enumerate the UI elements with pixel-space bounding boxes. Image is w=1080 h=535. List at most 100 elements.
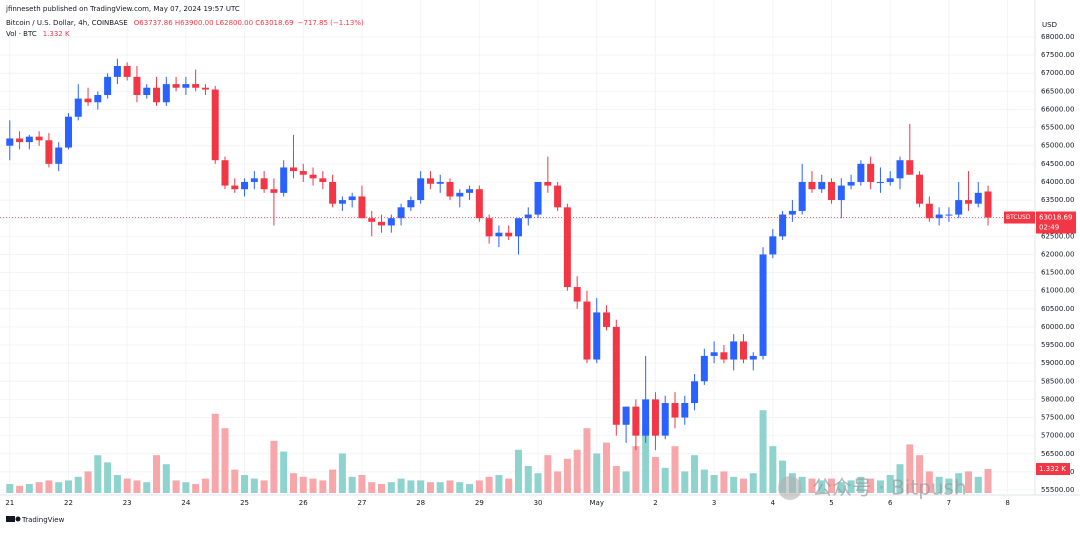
candle-body [378,221,386,226]
candle-body [113,65,121,77]
volume-bar [407,480,415,493]
volume-bar [436,482,444,493]
volume-bar [700,469,708,493]
volume-bar [25,484,33,493]
x-tick-label: 6 [888,499,893,507]
volume-bar [964,471,972,493]
volume-bar [534,473,542,493]
volume-bar [622,471,630,493]
y-tick-label: 57500.00 [1041,414,1074,422]
volume-bar [309,478,317,493]
volume-bar [779,460,787,493]
candle-body [94,94,102,103]
volume-bar [211,413,219,493]
volume-bar [847,480,855,493]
volume-bar [945,478,953,493]
candle-body [857,163,865,182]
candle-body [446,181,454,197]
candle-body [495,232,503,237]
candle-body [945,214,953,216]
x-tick-label: May [589,499,603,507]
candle-body [133,76,141,95]
candle-body [16,138,24,143]
volume-bar [426,482,434,493]
y-tick-label: 60000.00 [1041,323,1074,331]
candle-body [876,181,884,183]
volume-bar [769,446,777,493]
volume-bar [172,480,180,493]
candle-body [64,116,72,148]
volume-bar [818,480,826,493]
volume-bar [661,467,669,493]
volume-bar [35,482,43,493]
volume-bar [485,476,493,493]
ticker-tag-text: BTCUSD [1006,214,1031,221]
candle-body [847,181,855,186]
price-tag [1036,211,1076,234]
candle-body [211,89,219,161]
candle-body [524,214,532,219]
x-tick-label: 29 [475,499,484,507]
candle-body [837,185,845,201]
volume-bar [505,478,513,493]
candle-body [916,174,924,204]
volume-bar [143,482,151,493]
candle-body [720,352,728,360]
candle-body [436,181,444,184]
volume-bar [446,480,454,493]
volume-bar [857,476,865,493]
candle-body [162,84,170,103]
candle-body [84,98,92,103]
x-tick-label: 5 [829,499,833,507]
y-tick-label: 61500.00 [1041,269,1074,277]
x-tick-label: 3 [712,499,716,507]
candle-body [828,181,836,201]
candle-body [172,84,180,88]
y-tick-label: 66000.00 [1041,105,1074,113]
volume-bar [974,476,982,493]
volume-bar [573,449,581,493]
watermark: 公众号 · Bitpush [812,476,967,500]
y-tick-label: 64000.00 [1041,178,1074,186]
candle-body [358,196,366,219]
candle-body [338,200,346,204]
candle-body [456,192,464,197]
x-tick-label: 26 [299,499,308,507]
volume-bar [221,428,229,493]
volume-bar [289,473,297,493]
volume-value: 1.332 K [43,30,70,38]
volume-bar [739,478,747,493]
candle-body [514,218,522,237]
y-tick-label: 68000.00 [1041,33,1074,41]
candle-body [671,403,679,418]
candle-body [612,326,620,425]
volume-bar [955,473,963,493]
volume-bar [514,449,522,493]
x-tick-label: 24 [181,499,190,507]
candle-body [241,181,249,190]
volume-bar [837,482,845,493]
candle-body [182,84,190,88]
y-tick-label: 60500.00 [1041,305,1074,313]
volume-bar [162,464,170,493]
volume-bar [270,440,278,493]
candle-body [632,406,640,436]
candle-body [896,160,904,179]
candle-body [417,178,425,201]
y-tick-label: 55500.00 [1041,486,1074,494]
y-tick-label: 62500.00 [1041,232,1074,240]
volume-bar [916,455,924,493]
volume-bar [554,471,562,493]
x-tick-label: 28 [416,499,425,507]
x-tick-label: 21 [5,499,14,507]
candle-body [221,160,229,186]
volume-bar [84,471,92,493]
y-tick-label: 64500.00 [1041,160,1074,168]
volume-bar [201,478,209,493]
candle-body [260,178,268,190]
candle-body [603,312,611,327]
volume-bar [417,480,425,493]
change: −717.85 (−1.13%) [298,19,364,27]
volume-bar [612,466,620,493]
volume-title-text: Vol · BTC [6,30,37,38]
